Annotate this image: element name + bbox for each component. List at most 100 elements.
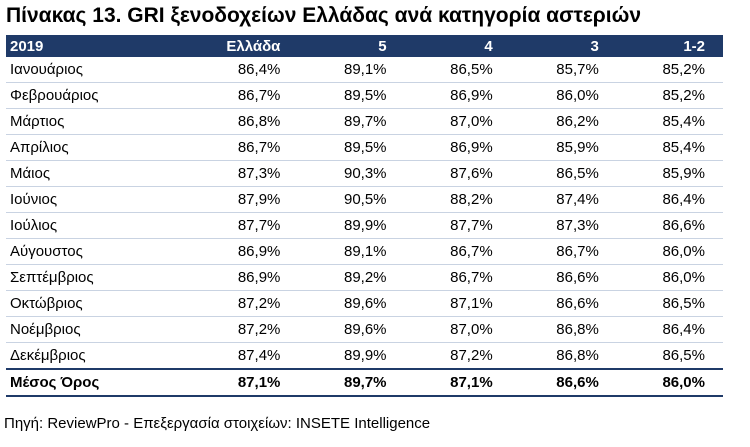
value-cell: 87,0% [404, 108, 511, 135]
value-cell: 86,5% [616, 290, 723, 317]
average-label: Μέσος Όρος [6, 368, 193, 397]
value-cell: 86,8% [192, 108, 299, 135]
value-cell: 89,6% [298, 290, 405, 317]
value-cell: 86,5% [616, 342, 723, 370]
value-cell: 89,6% [298, 316, 405, 343]
month-cell: Δεκέμβριος [6, 342, 193, 370]
value-cell: 87,9% [192, 186, 299, 213]
month-cell: Μάιος [6, 160, 193, 187]
value-cell: 87,4% [510, 186, 617, 213]
gri-table: 2019 Ελλάδα 5 4 3 1-2 Ιανουάριος 86,4% 89,… [6, 35, 723, 397]
month-cell: Ιούλιος [6, 212, 193, 239]
value-cell: 86,7% [404, 264, 511, 291]
month-cell: Ιούνιος [6, 186, 193, 213]
value-cell: 86,4% [616, 186, 723, 213]
value-cell: 86,7% [192, 82, 299, 109]
value-cell: 86,9% [404, 82, 511, 109]
value-cell: 86,8% [510, 342, 617, 370]
table-title: Πίνακας 13. GRI ξενοδοχείων Ελλάδας ανά … [6, 4, 642, 27]
value-cell: 86,0% [510, 82, 617, 109]
value-cell: 85,7% [510, 57, 617, 83]
value-cell: 86,0% [616, 238, 723, 265]
table-row: Ιούνιος 87,9% 90,5% 88,2% 87,4% 86,4% [6, 186, 723, 213]
value-cell: 89,7% [298, 108, 405, 135]
value-cell: 86,5% [404, 57, 511, 83]
value-cell: 85,9% [510, 134, 617, 161]
value-cell: 86,7% [510, 238, 617, 265]
value-cell: 87,0% [404, 316, 511, 343]
value-cell: 88,2% [404, 186, 511, 213]
average-cell: 86,0% [616, 368, 723, 397]
table-row: Αύγουστος 86,9% 89,1% 86,7% 86,7% 86,0% [6, 238, 723, 265]
value-cell: 86,9% [404, 134, 511, 161]
value-cell: 87,7% [404, 212, 511, 239]
value-cell: 89,9% [298, 212, 405, 239]
value-cell: 85,4% [616, 108, 723, 135]
month-cell: Ιανουάριος [6, 57, 193, 83]
table-header-row: 2019 Ελλάδα 5 4 3 1-2 [6, 35, 723, 57]
average-cell: 87,1% [404, 368, 511, 397]
value-cell: 85,9% [616, 160, 723, 187]
header-year: 2019 [6, 35, 193, 57]
source-note: Πηγή: ReviewPro - Επεξεργασία στοιχείων:… [4, 415, 431, 432]
table-row: Σεπτέμβριος 86,9% 89,2% 86,7% 86,6% 86,0% [6, 264, 723, 291]
header-1-2-stars: 1-2 [616, 35, 723, 57]
average-cell: 86,6% [510, 368, 617, 397]
value-cell: 86,4% [192, 57, 299, 83]
month-cell: Απρίλιος [6, 134, 193, 161]
month-cell: Οκτώβριος [6, 290, 193, 317]
value-cell: 86,8% [510, 316, 617, 343]
value-cell: 86,4% [616, 316, 723, 343]
month-cell: Νοέμβριος [6, 316, 193, 343]
header-greece: Ελλάδα [192, 35, 299, 57]
value-cell: 87,3% [192, 160, 299, 187]
value-cell: 87,2% [404, 342, 511, 370]
value-cell: 90,3% [298, 160, 405, 187]
header-5-stars: 5 [298, 35, 405, 57]
value-cell: 89,2% [298, 264, 405, 291]
table-row: Φεβρουάριος 86,7% 89,5% 86,9% 86,0% 85,2% [6, 82, 723, 109]
average-cell: 89,7% [298, 368, 405, 397]
value-cell: 89,5% [298, 134, 405, 161]
month-cell: Φεβρουάριος [6, 82, 193, 109]
value-cell: 89,5% [298, 82, 405, 109]
value-cell: 86,7% [192, 134, 299, 161]
month-cell: Αύγουστος [6, 238, 193, 265]
value-cell: 86,9% [192, 238, 299, 265]
value-cell: 87,1% [404, 290, 511, 317]
table-body: Ιανουάριος 86,4% 89,1% 86,5% 85,7% 85,2% Φεβρο… [6, 57, 723, 370]
table-row: Μάρτιος 86,8% 89,7% 87,0% 86,2% 85,4% [6, 108, 723, 135]
table-row: Νοέμβριος 87,2% 89,6% 87,0% 86,8% 86,4% [6, 316, 723, 343]
value-cell: 89,1% [298, 238, 405, 265]
value-cell: 85,2% [616, 82, 723, 109]
value-cell: 90,5% [298, 186, 405, 213]
value-cell: 87,4% [192, 342, 299, 370]
table-row: Ιούλιος 87,7% 89,9% 87,7% 87,3% 86,6% [6, 212, 723, 239]
value-cell: 87,6% [404, 160, 511, 187]
table-row: Ιανουάριος 86,4% 89,1% 86,5% 85,7% 85,2% [6, 57, 723, 83]
value-cell: 86,6% [616, 212, 723, 239]
value-cell: 87,3% [510, 212, 617, 239]
value-cell: 87,7% [192, 212, 299, 239]
table-row: Δεκέμβριος 87,4% 89,9% 87,2% 86,8% 86,5% [6, 342, 723, 370]
value-cell: 89,1% [298, 57, 405, 83]
average-row: Μέσος Όρος 87,1% 89,7% 87,1% 86,6% 86,0% [6, 368, 723, 397]
value-cell: 89,9% [298, 342, 405, 370]
header-3-stars: 3 [510, 35, 617, 57]
value-cell: 87,2% [192, 316, 299, 343]
value-cell: 85,4% [616, 134, 723, 161]
value-cell: 86,0% [616, 264, 723, 291]
table-row: Μάιος 87,3% 90,3% 87,6% 86,5% 85,9% [6, 160, 723, 187]
table-row: Οκτώβριος 87,2% 89,6% 87,1% 86,6% 86,5% [6, 290, 723, 317]
month-cell: Μάρτιος [6, 108, 193, 135]
value-cell: 86,9% [192, 264, 299, 291]
table-row: Απρίλιος 86,7% 89,5% 86,9% 85,9% 85,4% [6, 134, 723, 161]
value-cell: 86,2% [510, 108, 617, 135]
average-cell: 87,1% [192, 368, 299, 397]
value-cell: 86,7% [404, 238, 511, 265]
value-cell: 85,2% [616, 57, 723, 83]
value-cell: 87,2% [192, 290, 299, 317]
value-cell: 86,6% [510, 290, 617, 317]
header-4-stars: 4 [404, 35, 511, 57]
value-cell: 86,6% [510, 264, 617, 291]
